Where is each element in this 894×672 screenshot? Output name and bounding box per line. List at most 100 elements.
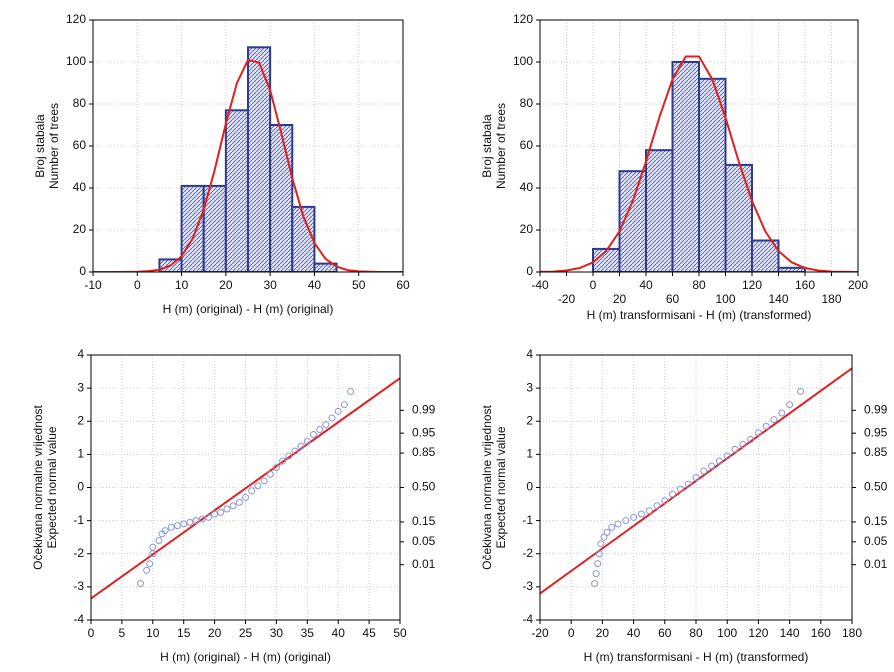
x-tick-label: 40 (332, 626, 346, 640)
point (316, 426, 324, 434)
point (786, 401, 794, 409)
point (591, 580, 599, 588)
y-tick-label: -3 (73, 579, 84, 593)
x-axis-label: H (m) transformisani - H (m) (transforme… (584, 650, 809, 664)
y2-tick-label: 0.15 (864, 514, 888, 528)
x-tick-label: 30 (270, 626, 284, 640)
point (223, 505, 231, 513)
x-tick-label: -40 (531, 278, 549, 292)
point (180, 520, 188, 528)
x-tick-label: 120 (748, 626, 768, 640)
y-tick-label: 3 (526, 380, 533, 394)
x-tick-label: 10 (146, 626, 160, 640)
y-tick-label: 80 (73, 96, 87, 110)
x-tick-label: 120 (742, 278, 762, 292)
y2-tick-label: 0.05 (412, 534, 436, 548)
y-tick-label: -4 (522, 612, 533, 626)
y-tick-label: 40 (73, 180, 87, 194)
point (762, 422, 770, 430)
x-tick-label: 50 (352, 278, 366, 292)
point (592, 570, 600, 578)
y-tick-label: 1 (526, 447, 533, 461)
point (608, 523, 616, 531)
point (149, 550, 157, 558)
y-tick-label: 0 (79, 264, 86, 278)
x-tick-label: 60 (666, 292, 680, 306)
x-tick-label: 10 (175, 278, 189, 292)
y-tick-label: 1 (77, 447, 84, 461)
x-tick-label: 30 (263, 278, 277, 292)
point (254, 482, 262, 490)
point (600, 533, 608, 541)
y2-tick-label: 0.15 (412, 514, 436, 528)
y-tick-label: 40 (520, 180, 534, 194)
plot-frame (539, 19, 859, 273)
x-tick-label: 20 (596, 626, 610, 640)
point (266, 470, 274, 478)
y-tick-label: 60 (520, 138, 534, 152)
point (661, 497, 669, 505)
bar (671, 61, 700, 272)
normal-curve (540, 55, 858, 272)
point (303, 437, 311, 445)
x-tick-label: 60 (396, 278, 410, 292)
point (260, 477, 268, 485)
x-tick-label: 0 (590, 278, 597, 292)
point (198, 515, 206, 523)
x-tick-label: 35 (301, 626, 315, 640)
bar (645, 149, 674, 272)
x-tick-label: -20 (558, 292, 576, 306)
x-tick-label: 20 (208, 626, 222, 640)
point (684, 480, 692, 488)
y-tick-label: 0 (77, 480, 84, 494)
point (272, 464, 280, 472)
y2-tick-label: 0.01 (864, 557, 888, 571)
y-axis-label: Broj stabala (480, 114, 494, 178)
bar (724, 163, 753, 272)
point (770, 416, 778, 424)
x-tick-label: 0 (568, 626, 575, 640)
x-tick-label: 0 (134, 278, 141, 292)
point (700, 467, 708, 475)
bar (269, 124, 294, 272)
point (334, 407, 342, 415)
y2-tick-label: 0.95 (864, 425, 888, 439)
point (731, 445, 739, 453)
point (328, 414, 336, 422)
y-axis-label: Expected normal value (45, 426, 59, 548)
y2-tick-label: 0.50 (412, 480, 436, 494)
plot-frame (539, 354, 853, 621)
y-axis-label: Broj stabala (33, 114, 47, 178)
y-tick-label: 0 (526, 264, 533, 278)
y2-tick-label: 0.95 (412, 425, 436, 439)
point (778, 409, 786, 417)
y-tick-label: 100 (66, 54, 86, 68)
y-tick-label: -3 (522, 579, 533, 593)
x-tick-label: 0 (88, 626, 95, 640)
x-tick-label: 100 (715, 292, 735, 306)
point (594, 560, 602, 568)
x-tick-label: 200 (848, 278, 868, 292)
y2-tick-label: 0.05 (864, 534, 888, 548)
point (708, 462, 716, 470)
point (149, 543, 157, 551)
x-axis-label: H (m) (original) - H (m) (original) (163, 302, 334, 316)
point (595, 550, 603, 558)
plot-frame (92, 19, 404, 273)
y-tick-label: 120 (513, 12, 533, 26)
x-tick-label: 25 (239, 626, 253, 640)
point (174, 522, 182, 530)
y-tick-label: -4 (73, 612, 84, 626)
x-tick-label: 15 (177, 626, 191, 640)
y-tick-label: 4 (77, 347, 84, 361)
y-tick-label: -2 (73, 546, 84, 560)
point (229, 502, 237, 510)
x-tick-label: 80 (689, 626, 703, 640)
point (248, 487, 256, 495)
y-tick-label: 100 (513, 54, 533, 68)
y-axis-label: Expected normal value (494, 426, 508, 548)
point (279, 457, 287, 465)
x-tick-label: 60 (658, 626, 672, 640)
point (637, 510, 645, 518)
point (155, 537, 163, 544)
